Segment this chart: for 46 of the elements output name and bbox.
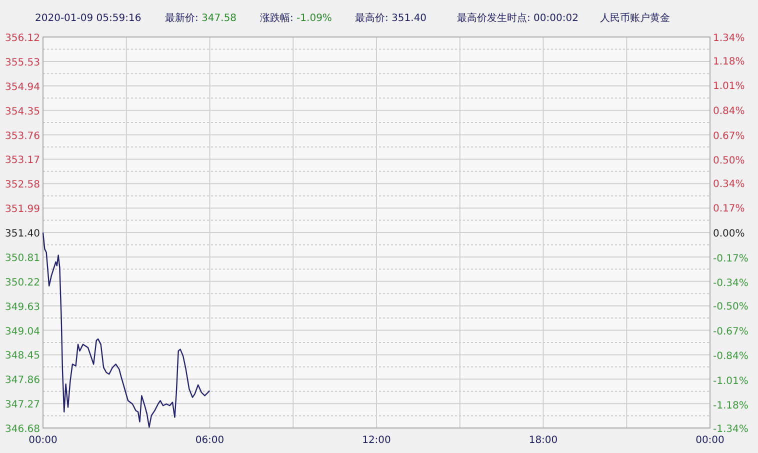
x-tick-label: 00:00 [28,435,58,446]
y2-tick-label: 0.17% [713,204,745,215]
chart-subtitle: 2020-01-09 05:59:16 [35,13,142,24]
text: 最新价: 347.58 [165,12,237,24]
y-tick-label: 347.27 [5,400,40,411]
text: 最高价: 351.40 [355,12,427,24]
y-tick-label: 352.58 [5,180,40,191]
y2-tick-label: -1.01% [713,376,748,387]
y2-tick-label: 0.50% [713,156,745,167]
y-tick-label: 354.94 [5,82,40,93]
y-tick-label: 350.81 [5,252,40,264]
y2-tick-label: 0.67% [713,130,745,142]
y-tick-label: 346.68 [5,424,40,435]
y-tick-label: 356.12 [5,33,40,44]
y2-tick-label: 1.01% [713,81,745,92]
y2-tick-label: -1.18% [713,400,748,412]
y2-tick-label: -0.17% [713,253,748,264]
y2-tick-label: -0.34% [713,278,748,290]
y-tick-label: 351.40 [5,228,40,240]
y2-tick-label: -0.67% [713,326,748,338]
y2-tick-label: 1.34% [713,33,745,44]
y2-tick-label: 1.18% [713,56,745,68]
x-tick-label: 06:00 [195,435,224,446]
x-tick-label: 18:00 [528,435,558,446]
x-tick-label: 12:00 [362,435,391,446]
y2-tick-label: 0.34% [713,178,745,190]
y2-tick-label: 0.00% [713,228,745,240]
y-tick-label: 353.17 [5,155,40,166]
line-series [42,232,210,428]
y2-tick-label: -0.50% [713,301,748,312]
text: 涨跌幅: -1.09% [260,12,332,24]
text: 最高价发生时点: 00:00:02 [457,12,578,24]
x-tick-label: 00:00 [696,435,724,446]
y2-tick-label: 0.84% [713,106,745,117]
y-tick-label: 354.35 [5,106,40,118]
y-tick-label: 349.04 [5,326,40,338]
chart-title: 人民币账户黄金 [600,12,670,24]
y-tick-label: 353.76 [5,130,40,142]
y2-tick-label: -0.84% [713,351,748,362]
y-tick-label: 355.53 [5,57,40,68]
y-tick-label: 350.22 [5,277,40,288]
y-tick-label: 349.63 [5,302,40,313]
y-tick-label: 347.86 [5,375,40,386]
y-tick-label: 348.45 [5,350,40,362]
y2-tick-label: -1.34% [713,424,748,435]
y-tick-label: 351.99 [5,204,40,216]
